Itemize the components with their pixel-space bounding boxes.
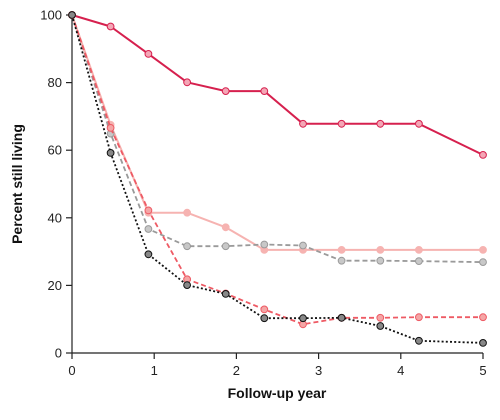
series-5-point — [183, 281, 192, 290]
series-3-point — [415, 257, 423, 266]
series-3 — [68, 11, 487, 267]
series-5-point — [337, 313, 346, 322]
series-3-point — [299, 241, 307, 250]
series-1-point — [479, 151, 487, 159]
series-4-point — [144, 206, 153, 215]
series-3-point — [144, 225, 153, 233]
y-tick-label: 60 — [48, 143, 62, 158]
series-5-point — [106, 149, 115, 157]
series-1-point — [415, 119, 423, 128]
axes — [71, 15, 483, 354]
series-4-point — [415, 313, 423, 322]
y-ticks: 0 20 40 60 80 100 — [40, 8, 72, 361]
series-4-point — [479, 313, 487, 322]
x-tick-label: 3 — [315, 363, 322, 378]
y-tick-label: 40 — [48, 210, 62, 225]
series-5-line — [71, 14, 484, 344]
series-4-point — [260, 305, 269, 314]
series-3-point — [183, 242, 192, 251]
series-1-point — [106, 22, 115, 31]
series-3-point — [337, 256, 346, 265]
series-1-point — [299, 119, 307, 128]
series-1-point — [337, 119, 346, 128]
series-1-line — [71, 14, 484, 156]
series-5-point — [260, 314, 269, 323]
x-axis-title: Follow-up year — [228, 385, 327, 401]
series-4-line — [71, 14, 483, 326]
x-tick-label: 4 — [397, 363, 404, 378]
series-4-point — [106, 124, 115, 132]
y-tick-label: 0 — [55, 346, 62, 361]
series-1-point — [260, 87, 269, 95]
series-5 — [68, 11, 487, 347]
series-layer — [68, 11, 487, 347]
x-ticks: 0 1 2 3 4 5 — [68, 353, 487, 378]
series-5-point — [376, 322, 385, 330]
series-5-point — [299, 314, 307, 323]
x-tick-label: 2 — [233, 363, 240, 378]
y-axis-title: Percent still living — [9, 124, 25, 244]
series-1-point — [144, 50, 153, 58]
series-5-point — [144, 250, 153, 259]
series-3-point — [376, 256, 385, 265]
series-1 — [68, 11, 487, 159]
series-3-point — [479, 258, 487, 267]
series-2-line — [71, 14, 483, 251]
series-2-point — [376, 246, 385, 254]
series-1-point — [183, 78, 192, 87]
series-1-point — [376, 119, 385, 128]
series-2-point — [183, 208, 192, 217]
series-2 — [68, 11, 487, 254]
series-4 — [68, 11, 487, 329]
series-5-point — [415, 336, 423, 345]
series-2-point — [479, 246, 487, 254]
series-3-point — [260, 240, 269, 249]
series-2-point — [415, 246, 423, 254]
x-tick-label: 1 — [151, 363, 158, 378]
series-3-point — [221, 242, 230, 251]
y-tick-label: 100 — [40, 8, 62, 23]
series-2-point — [221, 223, 230, 232]
series-5-point — [479, 339, 487, 347]
y-tick-label: 80 — [48, 75, 62, 90]
series-3-line — [71, 14, 484, 263]
x-tick-label: 5 — [479, 363, 486, 378]
series-5-point — [68, 11, 76, 19]
series-4-point — [376, 313, 385, 322]
series-2-point — [337, 246, 346, 254]
series-1-point — [221, 87, 230, 95]
x-tick-label: 0 — [68, 363, 75, 378]
y-tick-label: 20 — [48, 278, 62, 293]
series-5-point — [221, 290, 230, 298]
